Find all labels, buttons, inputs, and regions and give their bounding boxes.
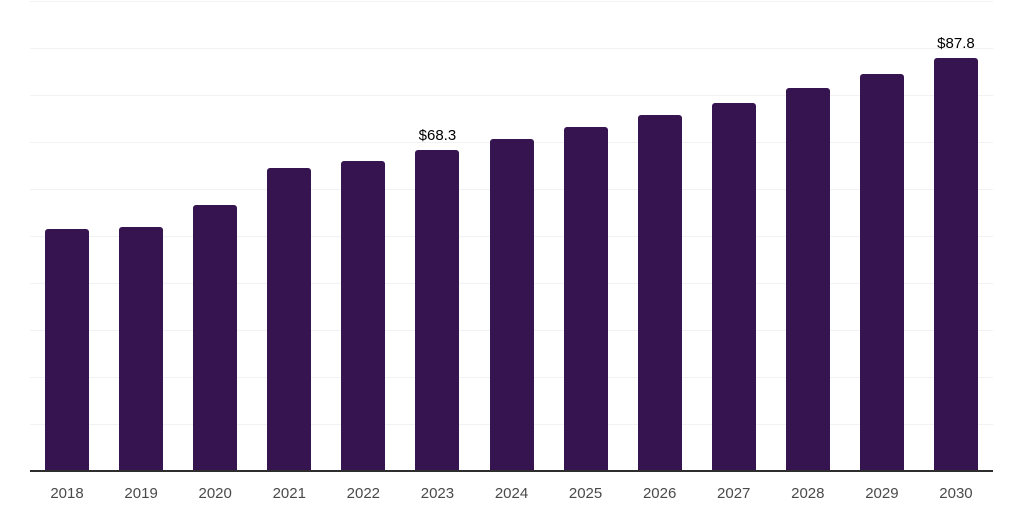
- x-axis-line: [30, 470, 993, 472]
- bar-2025: [563, 127, 608, 471]
- x-tick-label-2021: 2021: [272, 485, 306, 502]
- x-tick-label-2019: 2019: [124, 485, 158, 502]
- x-tick-label-2025: 2025: [568, 485, 603, 502]
- x-tick-label-2027: 2027: [717, 485, 751, 502]
- bar-2019: [119, 227, 164, 471]
- bar-2021: [267, 168, 312, 471]
- x-tick-label-2028: 2028: [791, 485, 825, 502]
- x-tick-label-2023: 2023: [420, 485, 455, 502]
- plot-area: 2018 2019 2020 2021 2022 $68.3 2023 2024 2025 202…: [30, 0, 993, 512]
- gridline: [30, 48, 993, 49]
- bar-2022: [341, 161, 386, 471]
- bar-2028: [785, 88, 830, 471]
- bar-2018: [45, 229, 90, 471]
- bar-2029: [859, 74, 904, 471]
- x-tick-label-2018: 2018: [50, 485, 84, 502]
- x-tick-label-2029: 2029: [865, 485, 899, 502]
- x-tick-label-2024: 2024: [494, 485, 529, 502]
- bar-2030: [933, 58, 978, 471]
- x-tick-label-2022: 2022: [346, 485, 381, 502]
- bar-2020: [193, 205, 238, 471]
- gridline: [30, 95, 993, 96]
- x-tick-label-2026: 2026: [642, 485, 677, 502]
- bar-value-label-2030: $87.8: [937, 35, 975, 52]
- bar-2023: [415, 150, 460, 471]
- bar-2026: [637, 115, 682, 471]
- x-tick-label-2030: 2030: [939, 485, 973, 502]
- bar-2027: [711, 103, 756, 471]
- gridline: [30, 1, 993, 2]
- bar-2024: [489, 139, 534, 471]
- bar-value-label-2023: $68.3: [418, 127, 457, 144]
- x-tick-label-2020: 2020: [198, 485, 232, 502]
